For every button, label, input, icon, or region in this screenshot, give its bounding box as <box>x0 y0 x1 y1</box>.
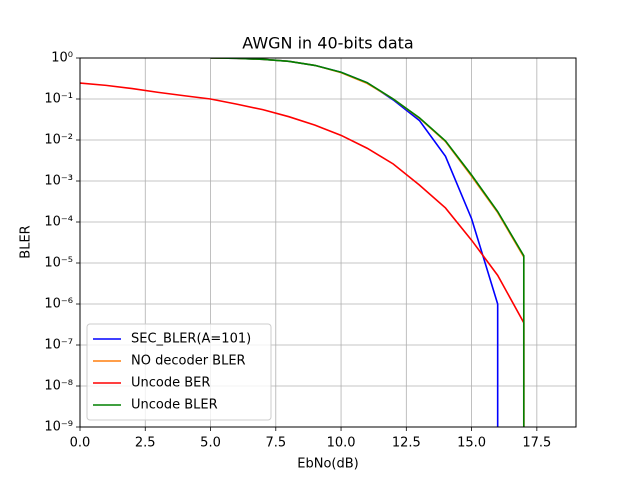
legend-label: Uncode BER <box>131 376 210 391</box>
legend: SEC_BLER(A=101) NO decoder BLER Uncode BER… <box>86 323 272 421</box>
series-line <box>80 82 525 427</box>
x-tick-label: 5.0 <box>200 436 221 451</box>
x-tick-label: 10.0 <box>327 436 356 451</box>
x-axis-label: EbNo(dB) <box>297 457 358 472</box>
series-line <box>210 58 525 427</box>
y-tick-label: 10⁻² <box>44 133 73 148</box>
x-tick-label: 15.0 <box>457 436 486 451</box>
legend-box <box>86 323 272 421</box>
y-tick-label: 10⁻⁶ <box>44 297 73 312</box>
y-tick-label: 10⁻⁴ <box>44 215 73 230</box>
y-tick-label: 10⁻¹ <box>44 92 73 107</box>
legend-label: SEC_BLER(A=101) <box>131 332 251 347</box>
x-tick-label: 2.5 <box>135 436 156 451</box>
y-tick-label: 10⁰ <box>51 51 73 66</box>
y-tick-label: 10⁻⁵ <box>44 256 73 271</box>
x-tick-label: 12.5 <box>392 436 421 451</box>
x-tick-label: 0.0 <box>70 436 91 451</box>
y-tick-label: 10⁻⁹ <box>44 420 73 435</box>
plot-lines <box>80 58 525 427</box>
y-tick-label: 10⁻³ <box>44 174 73 189</box>
y-tick-label: 10⁻⁷ <box>44 338 73 353</box>
legend-label: NO decoder BLER <box>131 354 246 369</box>
plot-frame <box>79 57 577 428</box>
x-tick-label: 7.5 <box>265 436 286 451</box>
chart-title: AWGN in 40-bits data <box>242 34 413 53</box>
y-tick-label: 10⁻⁸ <box>44 379 73 394</box>
x-tick-label: 17.5 <box>522 436 551 451</box>
legend-label: Uncode BLER <box>131 398 218 413</box>
y-axis-label: BLER <box>19 225 34 258</box>
